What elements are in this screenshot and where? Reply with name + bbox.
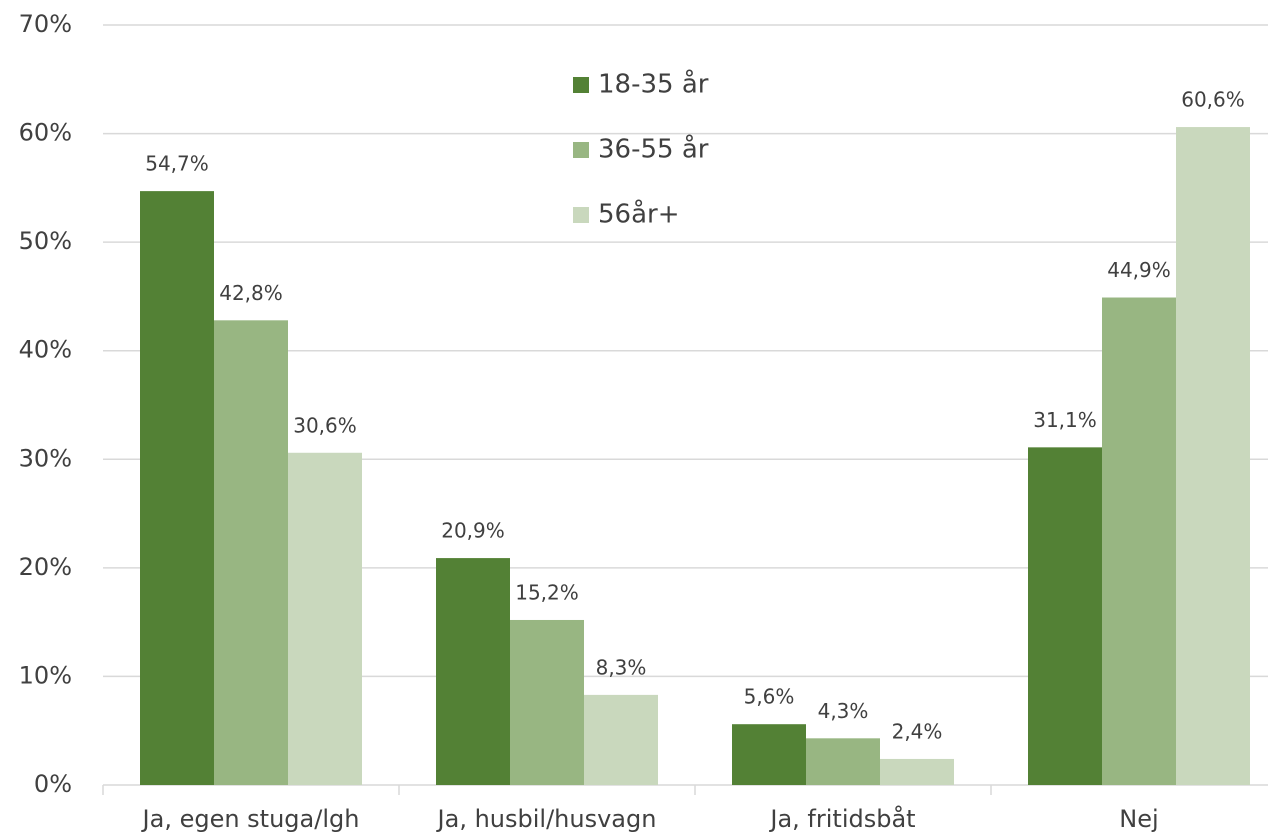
y-tick-label: 70% (19, 10, 72, 38)
value-label: 4,3% (818, 699, 869, 723)
value-label: 8,3% (596, 655, 647, 679)
bar (1102, 297, 1176, 785)
bar (880, 758, 954, 785)
bar (806, 738, 880, 785)
bar (732, 724, 806, 785)
value-label: 54,7% (145, 152, 209, 176)
y-tick-label: 0% (34, 770, 72, 798)
value-label: 15,2% (515, 580, 579, 604)
value-label: 44,9% (1107, 258, 1171, 282)
bar (214, 320, 288, 785)
y-tick-label: 40% (19, 336, 72, 364)
x-tick-label: Nej (1119, 805, 1158, 833)
value-label: 30,6% (293, 413, 357, 437)
legend-swatch (573, 77, 589, 93)
y-tick-label: 50% (19, 227, 72, 255)
bar (510, 619, 584, 785)
legend-swatch (573, 142, 589, 158)
value-label: 31,1% (1033, 408, 1097, 432)
value-label: 2,4% (892, 719, 943, 743)
x-tick-label: Ja, husbil/husvagn (436, 805, 657, 833)
value-label: 20,9% (441, 519, 505, 543)
value-label: 60,6% (1181, 88, 1245, 112)
legend-swatch (573, 207, 589, 223)
value-label: 42,8% (219, 281, 283, 305)
x-tick-label: Ja, egen stuga/lgh (141, 805, 360, 833)
y-tick-label: 10% (19, 661, 72, 689)
bar (1028, 447, 1102, 785)
bar (288, 452, 362, 785)
legend-label: 18-35 år (598, 69, 709, 100)
legend-label: 56år+ (598, 199, 680, 230)
x-tick-label: Ja, fritidsbåt (768, 804, 915, 833)
legend-label: 36-55 år (598, 134, 709, 165)
bar (584, 694, 658, 785)
value-label: 5,6% (744, 685, 795, 709)
y-tick-label: 30% (19, 444, 72, 472)
y-tick-label: 60% (19, 119, 72, 147)
bar (1176, 127, 1250, 786)
bar (140, 191, 214, 786)
bar (436, 558, 510, 785)
y-tick-label: 20% (19, 553, 72, 581)
